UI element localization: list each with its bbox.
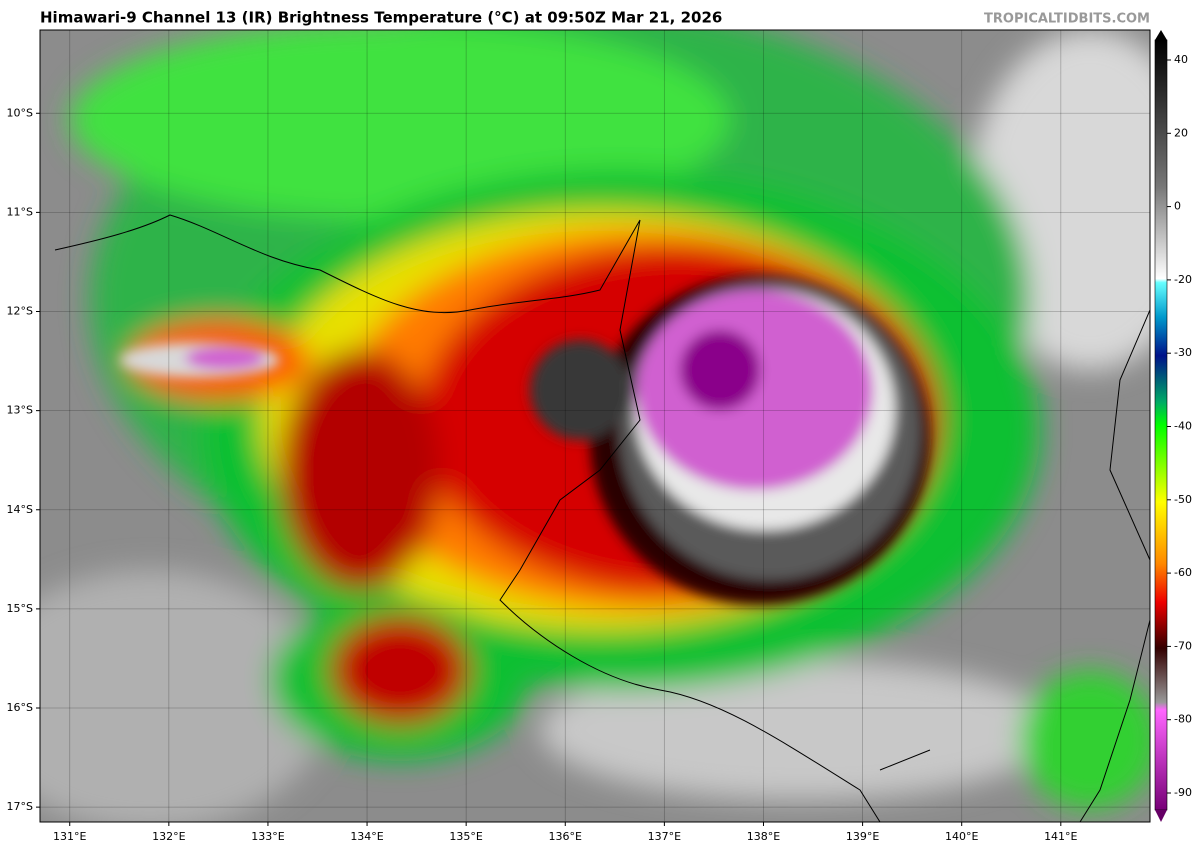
colorbar-tick-label: -70 <box>1174 639 1192 652</box>
y-tick-label: 13°S <box>7 404 33 417</box>
x-tick-label: 141°E <box>1044 830 1077 843</box>
colorbar <box>1154 39 1168 811</box>
colorbar-tick-label: -80 <box>1174 713 1192 726</box>
y-tick-label: 16°S <box>7 701 33 714</box>
x-tick-label: 138°E <box>747 830 780 843</box>
colorbar-tick-label: -20 <box>1174 273 1192 286</box>
x-tick-label: 137°E <box>648 830 681 843</box>
graticule <box>40 30 1150 822</box>
colorbar-tick-label: 20 <box>1174 126 1188 139</box>
watermark: TROPICALTIDBITS.COM <box>984 12 1150 27</box>
colorbar-tick-label: -90 <box>1174 786 1192 799</box>
title: Himawari-9 Channel 13 (IR) Brightness Te… <box>40 9 722 27</box>
x-tick-label: 140°E <box>945 830 978 843</box>
map-frame <box>39 29 1151 823</box>
y-tick-label: 12°S <box>7 305 33 318</box>
colorbar-extend <box>1155 30 1167 40</box>
y-tick-label: 15°S <box>7 602 33 615</box>
y-tick-label: 14°S <box>7 503 33 516</box>
x-tick-label: 136°E <box>549 830 582 843</box>
x-tick-label: 131°E <box>53 830 86 843</box>
colorbar-tick-label: -60 <box>1174 566 1192 579</box>
x-tick-label: 139°E <box>846 830 879 843</box>
colorbar-extend <box>1155 810 1167 822</box>
y-tick-label: 10°S <box>7 106 33 119</box>
x-tick-label: 135°E <box>449 830 482 843</box>
colorbar-tick-label: 0 <box>1174 200 1181 213</box>
y-tick-label: 17°S <box>7 800 33 813</box>
y-tick-label: 11°S <box>7 205 33 218</box>
colorbar-tick-label: -30 <box>1174 346 1192 359</box>
colorbar-tick-label: -50 <box>1174 493 1192 506</box>
x-tick-label: 132°E <box>152 830 185 843</box>
x-tick-label: 134°E <box>350 830 383 843</box>
colorbar-tick-label: 40 <box>1174 53 1188 66</box>
colorbar-tick-label: -40 <box>1174 420 1192 433</box>
x-tick-label: 133°E <box>251 830 284 843</box>
